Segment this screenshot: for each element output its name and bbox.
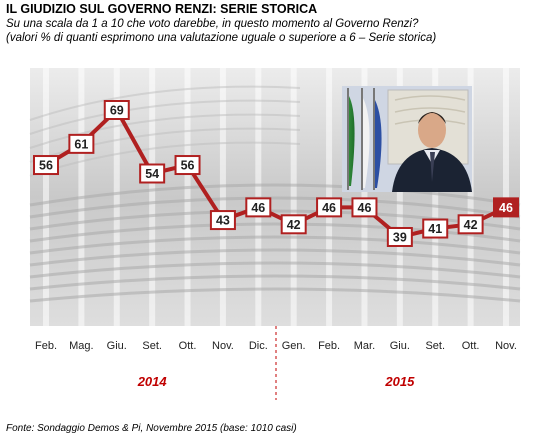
x-tick-label: Feb. bbox=[318, 340, 340, 352]
data-point-box bbox=[174, 155, 201, 176]
data-label: 46 bbox=[499, 201, 513, 215]
data-label: 56 bbox=[39, 159, 53, 173]
data-point-box bbox=[245, 197, 272, 218]
data-label: 39 bbox=[393, 231, 407, 245]
data-point-box bbox=[386, 227, 413, 247]
x-tick-label: Dic. bbox=[249, 340, 268, 352]
data-point-box bbox=[493, 197, 519, 218]
chart-subtitle: Su una scala da 1 a 10 che voto darebbe,… bbox=[6, 17, 436, 45]
data-label: 42 bbox=[464, 218, 478, 232]
data-point-box bbox=[351, 197, 378, 218]
x-tick-label: Nov. bbox=[495, 340, 517, 352]
data-label: 56 bbox=[181, 159, 195, 173]
data-point-box bbox=[33, 155, 59, 176]
data-label: 69 bbox=[110, 104, 124, 118]
data-label: 46 bbox=[358, 201, 372, 215]
data-label: 61 bbox=[74, 137, 88, 151]
x-tick-label: Ott. bbox=[179, 340, 197, 352]
chart-title: IL GIUDIZIO SUL GOVERNO RENZI: SERIE STO… bbox=[6, 2, 318, 16]
x-tick-label: Giu. bbox=[390, 340, 410, 352]
data-point-box bbox=[316, 197, 343, 218]
year-label: 2014 bbox=[137, 374, 168, 389]
source-note: Fonte: Sondaggio Demos & Pi, Novembre 20… bbox=[6, 423, 297, 434]
x-tick-label: Gen. bbox=[282, 340, 306, 352]
data-point-box bbox=[457, 214, 484, 235]
data-label: 54 bbox=[145, 167, 159, 181]
x-tick-label: Feb. bbox=[35, 340, 57, 352]
renzi-photo bbox=[342, 86, 472, 192]
x-tick-label: Set. bbox=[142, 340, 162, 352]
data-point-box bbox=[209, 210, 236, 231]
data-label: 43 bbox=[216, 214, 230, 228]
data-point-box bbox=[280, 214, 307, 235]
x-tick-label: Set. bbox=[425, 340, 445, 352]
data-label: 42 bbox=[287, 218, 301, 232]
x-tick-label: Mar. bbox=[354, 340, 375, 352]
data-point-box bbox=[103, 100, 130, 120]
x-tick-label: Ott. bbox=[462, 340, 480, 352]
subtitle-line-2: (valori % di quanti esprimono una valuta… bbox=[6, 32, 437, 44]
data-point-box bbox=[139, 163, 166, 184]
data-point-box bbox=[68, 133, 95, 154]
subtitle-line-1: Su una scala da 1 a 10 che voto darebbe,… bbox=[6, 18, 419, 30]
data-point-box bbox=[422, 218, 449, 239]
x-tick-label: Nov. bbox=[212, 340, 234, 352]
x-tick-label: Giu. bbox=[107, 340, 127, 352]
data-label: 41 bbox=[428, 222, 442, 236]
x-tick-label: Mag. bbox=[69, 340, 93, 352]
data-label: 46 bbox=[251, 201, 265, 215]
data-label: 46 bbox=[322, 201, 336, 215]
year-label: 2015 bbox=[384, 374, 415, 389]
